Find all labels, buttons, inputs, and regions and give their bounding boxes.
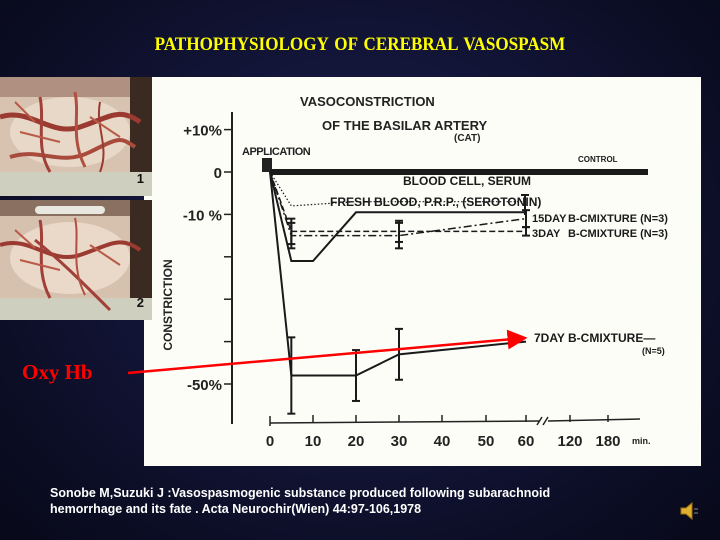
svg-text:min.: min. bbox=[632, 436, 651, 446]
svg-text:CONTROL: CONTROL bbox=[578, 155, 618, 164]
svg-text:BLOOD CELL, SERUM: BLOOD CELL, SERUM bbox=[403, 174, 531, 188]
svg-text:7DAY: 7DAY bbox=[534, 331, 565, 345]
svg-text:60: 60 bbox=[518, 433, 535, 450]
svg-text:0: 0 bbox=[266, 433, 274, 450]
chart-panel bbox=[144, 77, 701, 466]
svg-text:VASOCONSTRICTION: VASOCONSTRICTION bbox=[300, 94, 435, 109]
brain-photo-2: 2 bbox=[0, 200, 152, 320]
cerebral-vessels-image bbox=[0, 200, 152, 320]
svg-text:CONSTRICTION: CONSTRICTION bbox=[161, 259, 175, 350]
cerebral-vessels-image bbox=[0, 77, 152, 196]
svg-text:40: 40 bbox=[434, 433, 451, 450]
citation-line-2: hemorrhage and its fate . Acta Neurochir… bbox=[50, 502, 422, 516]
svg-text:120: 120 bbox=[557, 433, 582, 450]
svg-text:-50%: -50% bbox=[187, 377, 222, 394]
svg-text:FRESH BLOOD, P.R.P., (SEROTONI: FRESH BLOOD, P.R.P., (SEROTONIN) bbox=[330, 195, 541, 209]
photo-label: 1 bbox=[136, 171, 144, 186]
svg-text:B-CMIXTURE—: B-CMIXTURE— bbox=[568, 331, 655, 345]
svg-text:0: 0 bbox=[214, 165, 222, 182]
svg-text:APPLICATION: APPLICATION bbox=[242, 146, 311, 158]
svg-text:10: 10 bbox=[305, 433, 322, 450]
citation-line-1: Sonobe M,Suzuki J :Vasospasmogenic subst… bbox=[50, 486, 551, 500]
svg-text:3DAY: 3DAY bbox=[532, 228, 561, 240]
svg-text:15DAY: 15DAY bbox=[532, 213, 567, 225]
slide-title: PATHOPHYSIOLOGY OF CEREBRAL VASOSPASM bbox=[154, 34, 566, 55]
svg-text:B-CMIXTURE (N=3): B-CMIXTURE (N=3) bbox=[568, 213, 668, 225]
citation: Sonobe M,Suzuki J :Vasospasmogenic subst… bbox=[50, 485, 660, 517]
svg-text:(CAT): (CAT) bbox=[454, 133, 480, 144]
svg-text:30: 30 bbox=[391, 433, 408, 450]
svg-text:-10 %: -10 % bbox=[183, 207, 222, 224]
svg-text:20: 20 bbox=[348, 433, 365, 450]
svg-text:50: 50 bbox=[478, 433, 495, 450]
speaker-icon[interactable] bbox=[678, 500, 700, 522]
svg-text:180: 180 bbox=[595, 433, 620, 450]
svg-text:(N=5): (N=5) bbox=[642, 346, 665, 356]
svg-text:B-CMIXTURE (N=3): B-CMIXTURE (N=3) bbox=[568, 228, 668, 240]
brain-photo-1: 1 bbox=[0, 77, 152, 196]
svg-text:+10%: +10% bbox=[183, 123, 222, 140]
svg-text:OF THE BASILAR ARTERY: OF THE BASILAR ARTERY bbox=[322, 118, 487, 133]
oxy-hb-label: Oxy Hb bbox=[22, 360, 93, 384]
photo-label: 2 bbox=[136, 295, 144, 310]
